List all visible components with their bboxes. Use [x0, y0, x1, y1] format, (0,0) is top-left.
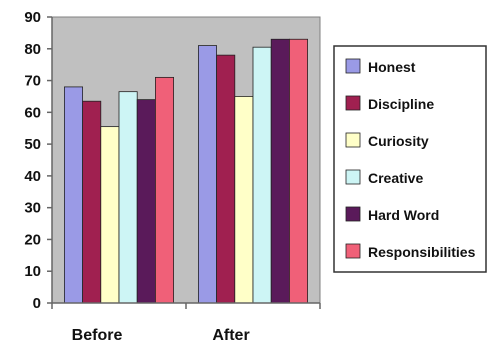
bar-creative-before: [118, 91, 138, 304]
y-tick-label: 90: [24, 9, 41, 26]
x-axis-ticks: Before After: [51, 303, 321, 343]
legend-label-creative: Creative: [368, 170, 423, 186]
y-tick-label: 70: [24, 73, 41, 90]
bar-honest-after: [197, 45, 217, 304]
y-tick-label: 80: [24, 41, 41, 58]
legend-label-hard-word: Hard Word: [368, 207, 439, 223]
bar-responsibilities-before: [154, 76, 174, 304]
y-tick-label: 60: [24, 104, 41, 121]
bar-responsibilities-after: [288, 38, 308, 304]
y-tick-label: 10: [24, 263, 41, 280]
bar-discipline-after: [216, 54, 236, 304]
y-tick-label: 50: [24, 136, 41, 153]
bar-curiosity-before: [100, 126, 120, 304]
bar-honest-before: [64, 86, 84, 304]
y-tick-label: 0: [33, 295, 41, 312]
x-category-label-before: Before: [72, 327, 123, 343]
legend-swatch-hard-word: [345, 206, 361, 222]
legend: Honest Discipline Curiosity Creative Hard Wo…: [333, 45, 487, 273]
bar-creative-after: [252, 46, 272, 304]
legend-swatch-curiosity: [345, 132, 361, 148]
legend-swatch-discipline: [345, 95, 361, 111]
legend-swatch-responsibilities: [345, 243, 361, 259]
x-category-label-after: After: [212, 327, 249, 343]
bars-group: [64, 38, 308, 304]
legend-swatch-honest: [345, 58, 361, 74]
y-tick-label: 40: [24, 168, 41, 185]
y-tick-label: 30: [24, 200, 41, 217]
legend-label-responsibilities: Responsibilities: [368, 244, 476, 260]
bar-curiosity-after: [234, 96, 254, 304]
legend-label-curiosity: Curiosity: [368, 133, 429, 149]
bar-discipline-before: [82, 100, 102, 304]
y-axis-ticks: 0 10 20 30 40 50 60 70 80 90: [24, 9, 52, 312]
y-tick-label: 20: [24, 231, 41, 248]
bar-hard-word-after: [270, 38, 290, 304]
legend-box: [333, 45, 487, 273]
legend-label-discipline: Discipline: [368, 96, 434, 112]
bar-hard-word-before: [136, 99, 156, 304]
legend-swatch-creative: [345, 169, 361, 185]
legend-label-honest: Honest: [368, 59, 416, 75]
